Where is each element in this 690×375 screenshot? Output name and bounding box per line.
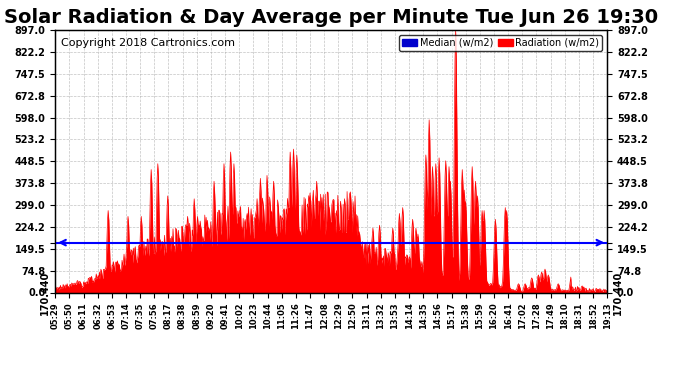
Legend: Median (w/m2), Radiation (w/m2): Median (w/m2), Radiation (w/m2): [400, 35, 602, 51]
Text: Copyright 2018 Cartronics.com: Copyright 2018 Cartronics.com: [61, 38, 235, 48]
Title: Solar Radiation & Day Average per Minute Tue Jun 26 19:30: Solar Radiation & Day Average per Minute…: [4, 8, 658, 27]
Text: 170.440: 170.440: [613, 270, 622, 315]
Text: 170.440: 170.440: [40, 270, 50, 315]
